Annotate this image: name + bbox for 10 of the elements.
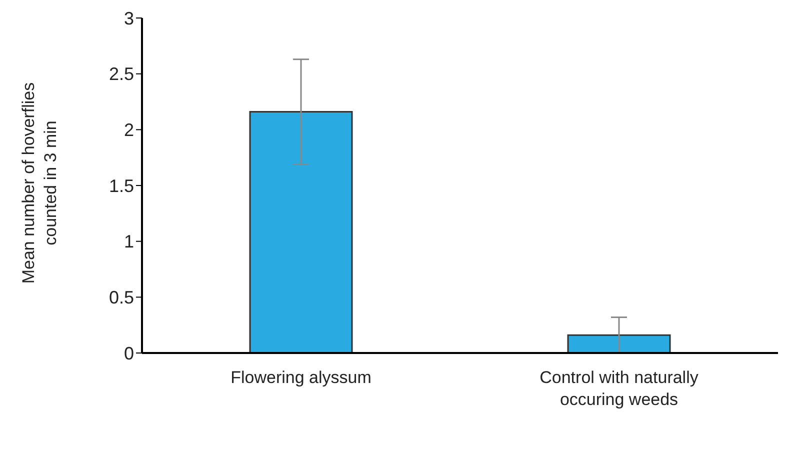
y-tick-label: 2 (124, 120, 134, 140)
y-tick-label: 1.5 (108, 176, 134, 196)
y-tick-label: 1 (124, 232, 134, 252)
y-axis-title: Mean number of hoverflies counted in 3 min (19, 82, 60, 284)
y-tick-label: 2.5 (108, 64, 134, 84)
y-tick-label: 0 (124, 343, 134, 364)
y-tick-label: 3 (124, 8, 134, 28)
x-tick-label: Flowering alyssum (230, 368, 372, 387)
x-tick-label: Control with naturally occuring weeds (540, 368, 699, 409)
y-tick-label: 0.5 (108, 288, 134, 308)
